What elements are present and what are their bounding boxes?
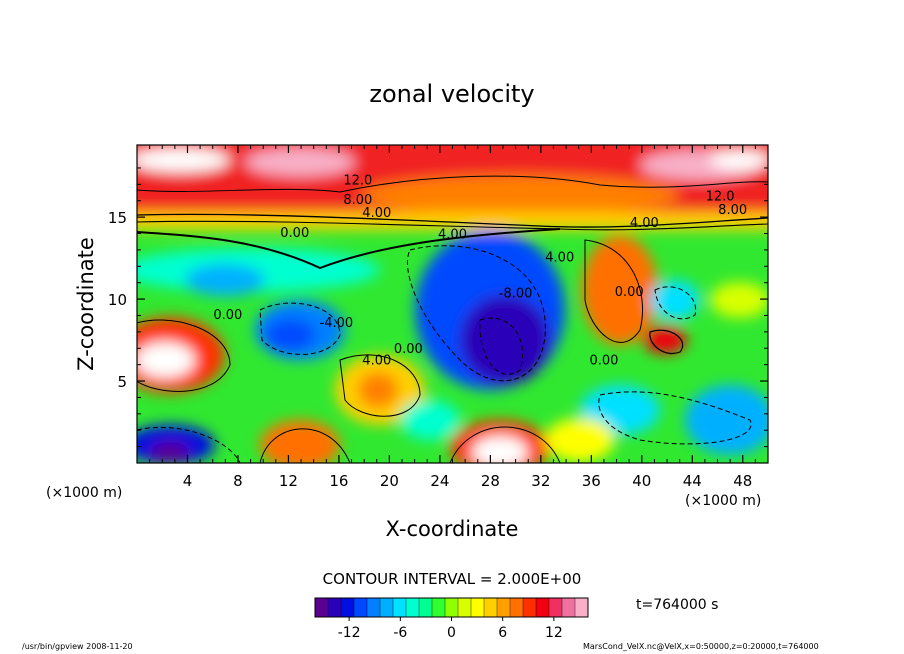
contour-label: 4.00 [362, 206, 391, 221]
colorbar-swatch [419, 598, 433, 617]
x-tick-label: 48 [733, 472, 752, 490]
contour-label: 0.00 [213, 308, 242, 323]
contour-line [137, 228, 561, 270]
x-tick-label: 24 [430, 472, 449, 490]
colorbar-swatch [367, 598, 381, 617]
colorbar-swatch [497, 598, 511, 617]
contour-label: -8.00 [499, 286, 533, 301]
colorbar-swatch [341, 598, 355, 617]
contour-label: 0.00 [589, 354, 618, 369]
colorbar-swatch [562, 598, 576, 617]
colorbar-swatch [393, 598, 407, 617]
colorbar-swatch [315, 598, 329, 617]
y-tick-label: 5 [117, 373, 127, 391]
x-axis-ticks: 4 8 12 16 20 24 28 32 36 40 44 48 [149, 145, 756, 490]
time-label: t=764000 s [636, 597, 718, 613]
footer-left: /usr/bin/gpview 2008-11-20 [22, 642, 133, 651]
colorbar-swatch [471, 598, 485, 617]
contour-label: 8.00 [718, 203, 747, 218]
contour-interval: CONTOUR INTERVAL = 2.000E+00 [323, 570, 582, 588]
colorbar-swatch [536, 598, 550, 617]
y-axis-label: Z-coordinate [74, 237, 98, 371]
colorbar-tick-label: -12 [338, 625, 361, 641]
colorbar-swatch [510, 598, 524, 617]
colorbar [314, 597, 589, 618]
contour-line [449, 426, 561, 463]
chart-title: zonal velocity [369, 80, 534, 108]
contour-lines [137, 175, 768, 463]
x-tick-label: 32 [531, 472, 550, 490]
contour-line [654, 286, 697, 320]
contour-line [137, 175, 768, 193]
colorbar-ticks: -12 -6 0 6 12 [338, 617, 563, 641]
contour-label: 4.00 [545, 250, 574, 265]
footer-right: MarsCond_VelX.nc@VelX,x=0:50000,z=0:2000… [583, 642, 819, 651]
contour-label: 0.00 [615, 285, 644, 300]
contour-line [137, 426, 241, 463]
x-tick-label: 4 [183, 472, 193, 490]
contour-line [259, 428, 351, 463]
contour-line [137, 220, 768, 231]
colorbar-swatch [328, 598, 342, 617]
colorbar-swatch [354, 598, 368, 617]
y-tick-label: 15 [108, 209, 127, 227]
contour-labels: 12.012.08.008.004.004.000.00 4.004.000.00… [213, 173, 747, 368]
colorbar-swatch [575, 598, 589, 617]
contour-label: 0.00 [280, 226, 309, 241]
colorbar-swatch [523, 598, 537, 617]
contour-line [137, 213, 768, 228]
contour-line [259, 302, 341, 355]
contour-label: 4.00 [438, 227, 467, 242]
contour-label: 8.00 [343, 193, 372, 208]
y-axis-ticks: 5 10 15 [108, 167, 768, 448]
contour-label: 12.0 [343, 173, 372, 188]
contour-label: 4.00 [362, 354, 391, 369]
x-tick-label: 16 [329, 472, 348, 490]
contour-line [598, 391, 752, 445]
contour-line [137, 319, 231, 392]
contour-label: 0.00 [394, 342, 423, 357]
x-axis-unit-right: (×1000 m) [685, 493, 761, 509]
x-axis-unit-left: (×1000 m) [46, 485, 122, 501]
velocity-field [137, 145, 768, 463]
contour-label: -4.00 [320, 316, 354, 331]
colorbar-swatch [380, 598, 394, 617]
colorbar-swatch [484, 598, 498, 617]
colorbar-tick-label: -6 [393, 625, 407, 641]
contour-line [339, 354, 421, 417]
x-tick-label: 36 [582, 472, 601, 490]
colorbar-tick-label: 0 [447, 625, 456, 641]
colorbar-swatch [549, 598, 563, 617]
colorbar-swatch [445, 598, 459, 617]
contour-line [584, 239, 644, 343]
x-axis-label: X-coordinate [386, 517, 519, 541]
colorbar-tick-label: 6 [498, 625, 507, 641]
colorbar-swatch [432, 598, 446, 617]
x-tick-label: 8 [233, 472, 243, 490]
x-tick-label: 28 [481, 472, 500, 490]
contour-label: 4.00 [630, 216, 659, 231]
plot-area [137, 145, 768, 463]
colorbar-tick-label: 12 [545, 625, 563, 641]
x-tick-label: 20 [380, 472, 399, 490]
x-tick-label: 44 [683, 472, 702, 490]
x-tick-label: 12 [279, 472, 298, 490]
contour-line [479, 317, 524, 375]
contour-line [406, 245, 546, 382]
colorbar-swatch [406, 598, 420, 617]
y-tick-label: 10 [108, 291, 127, 309]
contour-line [649, 329, 684, 354]
colorbar-swatch [458, 598, 472, 617]
x-tick-label: 40 [632, 472, 651, 490]
contour-label: 12.0 [706, 190, 735, 205]
